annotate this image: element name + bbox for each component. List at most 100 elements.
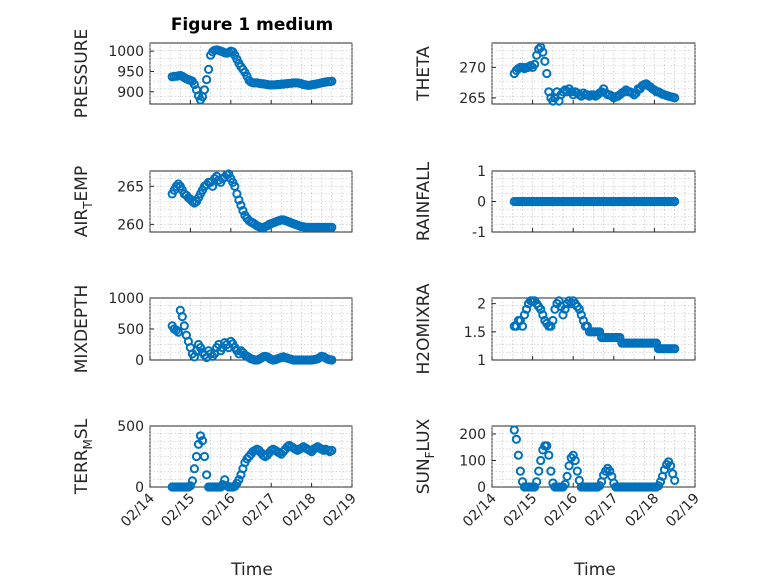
data-series <box>167 431 337 492</box>
data-point <box>605 466 615 476</box>
x-tick-label: 02/15 <box>158 491 198 531</box>
subplot-theta: 265 270 THETA <box>414 42 696 107</box>
subplot-terr-m-sl: 0 500 02/14 02/15 02/16 02/17 02/18 02/19 TERRMS… <box>72 418 360 530</box>
data-point <box>199 451 210 462</box>
y-tick-label: 265 <box>117 179 144 195</box>
data-point <box>513 450 524 460</box>
data-point <box>562 471 572 481</box>
data-series <box>509 296 680 354</box>
y-axis-label: H2OMIXRA <box>414 283 434 374</box>
y-tick-label: 500 <box>117 419 144 435</box>
data-point <box>568 450 578 460</box>
subplot-rainfall: -1 0 1 RAINFALL <box>414 161 696 241</box>
y-tick-label: 2 <box>477 297 486 313</box>
data-point <box>607 91 617 101</box>
data-point <box>236 200 246 210</box>
data-series <box>167 305 337 365</box>
data-point <box>202 75 212 85</box>
y-tick-label: 1 <box>477 164 486 180</box>
x-tick-label: 02/16 <box>541 490 581 530</box>
y-tick-label: 260 <box>117 217 144 233</box>
x-tick-label: 02/18 <box>280 491 320 531</box>
x-tick-label: 02/18 <box>622 491 662 531</box>
data-point <box>536 42 546 52</box>
data-point <box>509 425 519 435</box>
data-point <box>515 466 526 476</box>
data-point <box>570 455 580 466</box>
data-point <box>548 315 558 326</box>
x-tick-label: 02/19 <box>663 491 703 531</box>
x-axis-label-right: Time <box>573 560 616 580</box>
data-point <box>511 434 522 444</box>
subplot-sun-f-lux: 0 100 200 02/14 02/15 02/16 02/17 02/18 02/19 SUN… <box>414 418 703 530</box>
data-point <box>670 475 680 485</box>
y-tick-label: 100 <box>459 453 486 469</box>
data-point <box>536 455 546 466</box>
data-point <box>670 196 680 207</box>
data-point <box>538 47 548 57</box>
data-point <box>327 445 337 455</box>
data-point <box>202 470 212 480</box>
data-point <box>327 222 337 232</box>
data-point <box>204 64 214 75</box>
data-series <box>167 169 337 233</box>
y-tick-label: 900 <box>117 85 144 101</box>
x-tick-label: 02/15 <box>501 491 541 531</box>
subplot-air-t-emp: 260 265 AIRTEMP <box>72 166 353 237</box>
y-axis-label: AIRTEMP <box>72 166 95 237</box>
data-point <box>195 343 206 353</box>
data-point <box>238 206 248 216</box>
data-point <box>564 461 574 471</box>
data-point <box>185 481 195 491</box>
data-point <box>629 90 639 100</box>
x-tick-label: 02/17 <box>239 491 279 531</box>
data-point <box>189 464 199 474</box>
data-point <box>546 466 556 476</box>
x-tick-label: 02/14 <box>460 490 500 530</box>
data-point <box>177 312 187 322</box>
data-point <box>655 477 666 487</box>
y-tick-label: 1 <box>477 353 486 369</box>
data-point <box>627 88 637 98</box>
data-point <box>659 465 670 475</box>
y-axis-label: RAINFALL <box>414 161 434 241</box>
y-tick-label: 1000 <box>108 44 144 60</box>
data-point <box>327 355 337 365</box>
data-series <box>509 196 680 207</box>
data-point <box>544 450 554 460</box>
data-point <box>199 85 210 95</box>
data-series <box>167 45 337 105</box>
y-tick-label: 950 <box>117 64 144 80</box>
data-point <box>234 475 244 485</box>
data-point <box>173 327 183 337</box>
data-point <box>666 461 676 471</box>
data-point <box>540 56 550 66</box>
figure-title: Figure 1 medium <box>171 15 333 35</box>
data-point <box>224 169 234 179</box>
y-tick-label: -1 <box>472 225 486 241</box>
y-tick-label: 1000 <box>108 291 144 307</box>
y-tick-label: 0 <box>477 195 486 211</box>
y-axis-label: THETA <box>414 46 434 102</box>
data-point <box>572 466 582 476</box>
data-point <box>517 321 528 331</box>
data-point <box>530 59 540 69</box>
subplot-pressure: 900 950 1000 PRESSURE <box>72 29 353 118</box>
y-tick-label: 1.5 <box>464 325 486 341</box>
data-series <box>509 42 680 106</box>
data-point <box>189 79 199 90</box>
y-tick-label: 500 <box>117 322 144 338</box>
data-series <box>509 425 680 492</box>
data-point <box>670 344 680 354</box>
y-tick-label: 0 <box>135 353 144 369</box>
data-point <box>670 93 680 103</box>
data-point <box>179 321 189 331</box>
data-point <box>532 477 542 487</box>
x-tick-label: 02/16 <box>199 490 239 530</box>
subplot-h2omixra: 1 1.5 2 H2OMIXRA <box>414 283 696 375</box>
data-point <box>197 436 208 446</box>
subplot-mixdepth: 0 500 1000 MIXDEPTH <box>72 285 353 373</box>
x-tick-label: 02/17 <box>582 491 622 531</box>
